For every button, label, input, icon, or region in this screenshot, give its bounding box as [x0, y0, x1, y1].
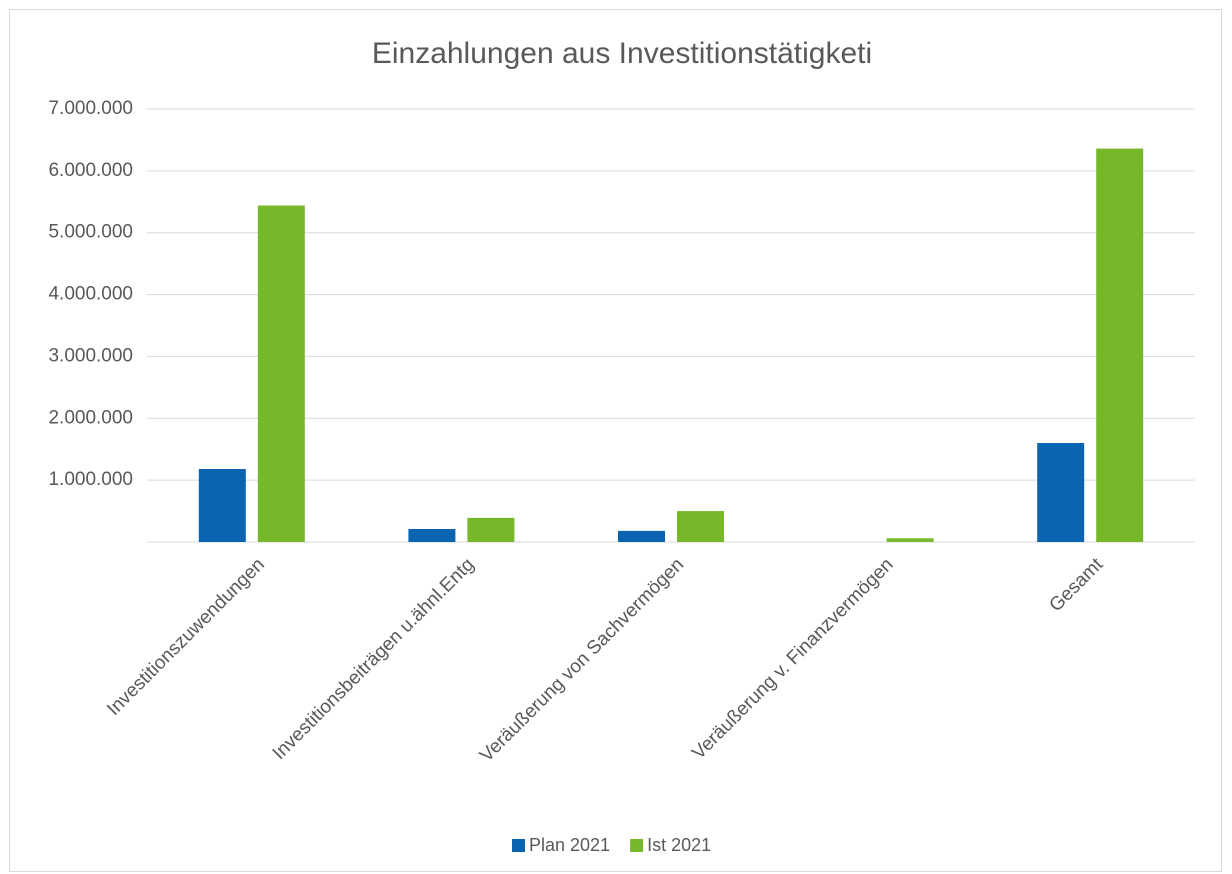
bar: [408, 529, 456, 542]
bar: [677, 511, 724, 542]
legend-swatch: [512, 839, 525, 852]
y-tick-label: 1.000.000: [48, 469, 133, 490]
y-tick-label: 7.000.000: [48, 98, 133, 119]
bar: [198, 469, 246, 542]
y-tick-label: 2.000.000: [48, 407, 133, 428]
legend-swatch: [630, 839, 644, 852]
legend-label: Plan 2021: [529, 835, 610, 855]
legend-label: Ist 2021: [647, 835, 711, 855]
bar: [467, 517, 515, 542]
chart-title: Einzahlungen aus Investitionstätigketi: [372, 37, 872, 70]
chart-border: [9, 9, 1222, 872]
bar: [1037, 443, 1085, 542]
bar: [1096, 148, 1144, 543]
bar: [886, 538, 934, 542]
bar: [618, 530, 665, 542]
bar: [257, 205, 305, 543]
y-tick-label: 5.000.000: [48, 222, 133, 243]
y-tick-label: 6.000.000: [48, 160, 133, 181]
y-tick-label: 4.000.000: [48, 284, 133, 305]
y-tick-label: 3.000.000: [48, 345, 133, 366]
